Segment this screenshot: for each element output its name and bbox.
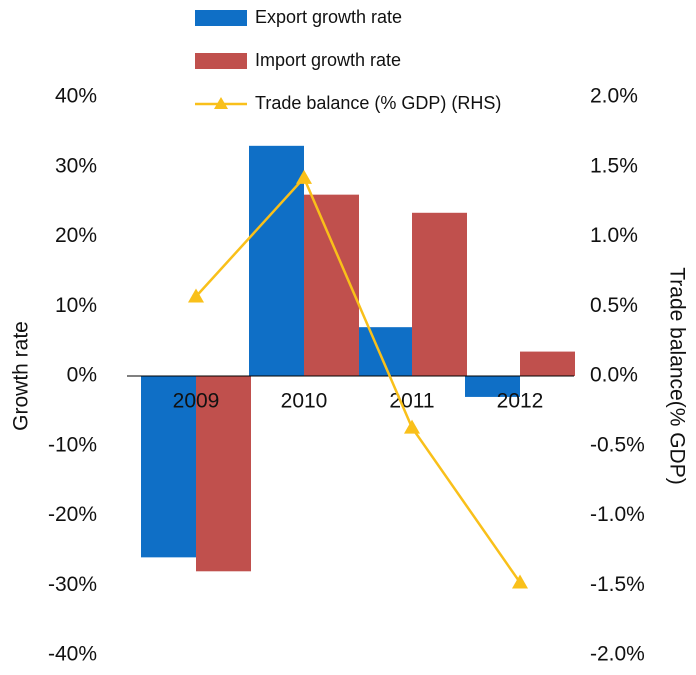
y-tick-label: 10%	[55, 294, 97, 317]
y2-tick-label: -1.5%	[590, 573, 645, 596]
y2-tick-label: 0.5%	[590, 294, 638, 317]
bar	[412, 212, 467, 376]
y2-tick-label: 1.0%	[590, 224, 638, 247]
y2-tick-label: -1.0%	[590, 503, 645, 526]
legend-label: Export growth rate	[255, 7, 402, 27]
legend-swatch	[195, 10, 247, 26]
y2-tick-label: 0.0%	[590, 364, 638, 387]
y2-tick-label: -0.5%	[590, 433, 645, 456]
y-axis-title: Growth rate	[10, 321, 33, 431]
x-tick-label: 2012	[497, 390, 544, 413]
y-tick-label: 40%	[55, 85, 97, 108]
y-tick-label: -30%	[48, 573, 97, 596]
legend-label: Import growth rate	[255, 50, 401, 70]
y2-tick-label: 2.0%	[590, 85, 638, 108]
bar	[141, 376, 196, 558]
x-tick-label: 2010	[281, 390, 328, 413]
x-tick-label: 2009	[173, 390, 220, 413]
y-tick-label: 0%	[67, 364, 97, 387]
x-tick-label: 2011	[389, 390, 434, 413]
y2-tick-label: 1.5%	[590, 154, 638, 177]
line-marker	[296, 169, 312, 184]
y-tick-label: 20%	[55, 224, 97, 247]
line-marker	[404, 419, 420, 434]
y-tick-label: 30%	[55, 154, 97, 177]
bar	[249, 145, 304, 376]
bar	[357, 327, 412, 376]
y-tick-label: -40%	[48, 643, 97, 666]
y-tick-label: -10%	[48, 433, 97, 456]
bar	[196, 376, 251, 572]
y2-axis-title: Trade balance(% GDP)	[665, 267, 688, 484]
line-marker	[512, 574, 528, 589]
trade-balance-line	[195, 175, 522, 584]
legend-swatch	[195, 53, 247, 69]
bar	[465, 376, 520, 397]
legend-label: Trade balance (% GDP) (RHS)	[255, 93, 501, 113]
y2-tick-label: -2.0%	[590, 643, 645, 666]
y-tick-label: -20%	[48, 503, 97, 526]
bar	[520, 351, 575, 376]
legend-marker	[214, 97, 228, 109]
line-marker	[188, 288, 204, 303]
